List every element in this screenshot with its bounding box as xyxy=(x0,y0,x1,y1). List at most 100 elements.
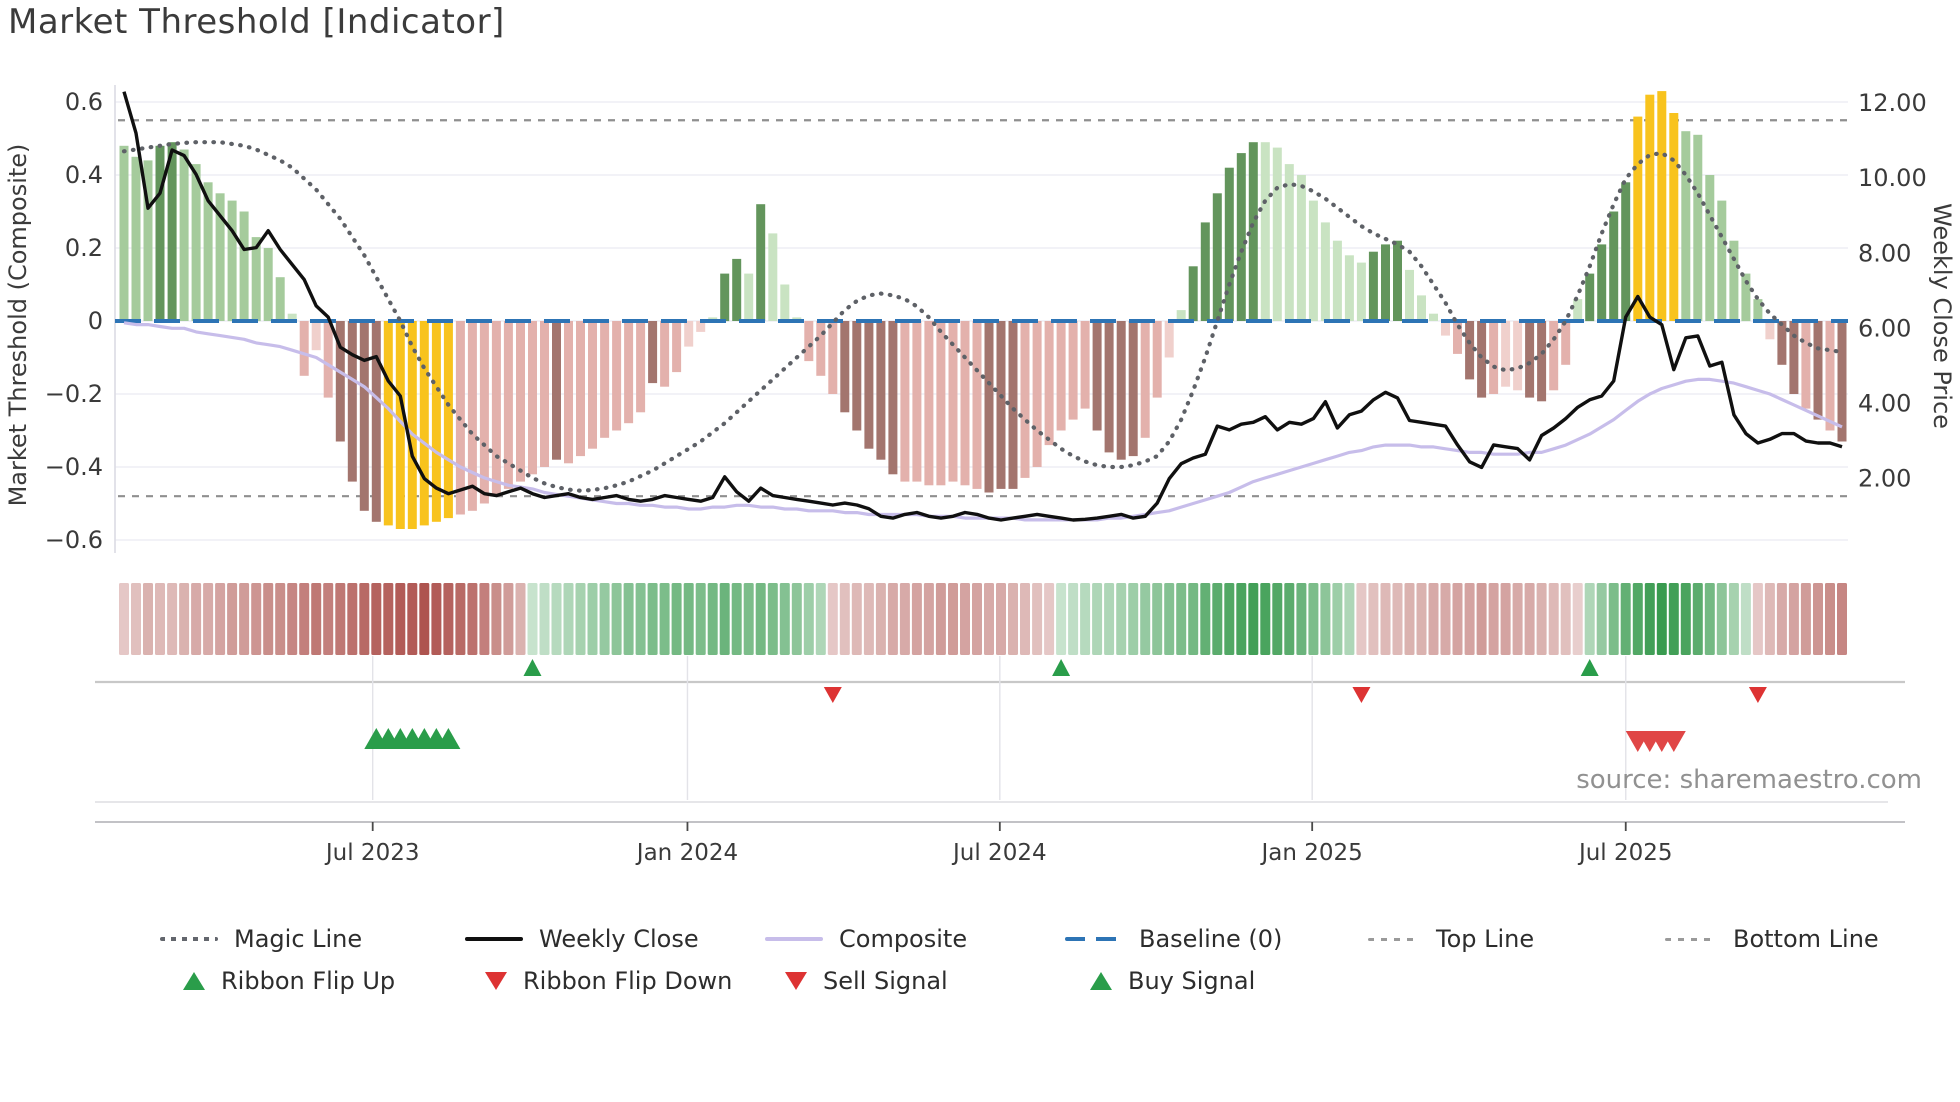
histogram-bar xyxy=(503,321,513,489)
ribbon-cell xyxy=(1764,583,1775,655)
ribbon-cell xyxy=(1044,583,1055,655)
line-sample-icon xyxy=(1665,937,1717,941)
ribbon-cell xyxy=(743,583,754,655)
histogram-bar xyxy=(1236,153,1246,321)
histogram-bar xyxy=(1116,321,1126,460)
ribbon-cell xyxy=(731,583,742,655)
ribbon-cell xyxy=(1464,583,1475,655)
left-tick-label: 0.4 xyxy=(65,161,103,189)
histogram-bar xyxy=(624,321,634,424)
histogram-bar xyxy=(383,321,393,526)
histogram-bar xyxy=(407,321,417,529)
ribbon-cell xyxy=(527,583,538,655)
line-sample-icon xyxy=(160,937,218,941)
histogram-bar xyxy=(1717,200,1727,322)
ribbon-cell xyxy=(719,583,730,655)
left-tick-label: 0.6 xyxy=(65,88,103,116)
ribbon-cell xyxy=(1560,583,1571,655)
ribbon-cell xyxy=(1776,583,1787,655)
ribbon-cell xyxy=(119,583,129,655)
ribbon-cell xyxy=(611,583,622,655)
left-tick-label: −0.6 xyxy=(45,526,103,554)
right-tick-label: 6.00 xyxy=(1858,314,1911,342)
ribbon-flip-down-marker xyxy=(1352,687,1371,703)
ribbon-cell xyxy=(575,583,586,655)
ribbon-cell xyxy=(923,583,934,655)
histogram-bar xyxy=(780,284,790,321)
ribbon-cell xyxy=(311,583,322,655)
ribbon-cell xyxy=(851,583,862,655)
ribbon-cell xyxy=(479,583,490,655)
histogram-bar xyxy=(1837,321,1847,442)
histogram-bar xyxy=(912,321,922,482)
histogram-bar xyxy=(1008,321,1018,489)
histogram-bar xyxy=(984,321,994,493)
histogram-bar xyxy=(672,321,682,373)
histogram-bar xyxy=(1561,321,1571,365)
ribbon-cell xyxy=(1176,583,1187,655)
ribbon-cell xyxy=(1452,583,1463,655)
histogram-bar xyxy=(948,321,958,482)
ribbon-cell xyxy=(1356,583,1367,655)
histogram-bar xyxy=(1140,321,1150,438)
ribbon-cell xyxy=(948,583,958,655)
tri-up-icon xyxy=(1090,972,1112,990)
histogram-bar xyxy=(155,145,165,321)
legend: Magic Line Weekly Close Composite Baseline … xyxy=(0,912,1960,1032)
ribbon-cell xyxy=(1752,583,1763,655)
ribbon-cell xyxy=(215,583,226,655)
ribbon-cell xyxy=(1272,583,1283,655)
ribbon-cell xyxy=(1548,583,1559,655)
ribbon-cell xyxy=(695,583,706,655)
histogram-bar xyxy=(1272,147,1282,321)
histogram-bar xyxy=(1020,321,1030,478)
ribbon-cell xyxy=(1308,583,1319,655)
histogram-bar xyxy=(1320,222,1330,321)
ribbon-cell xyxy=(911,583,922,655)
histogram-bar xyxy=(960,321,970,486)
histogram-bar xyxy=(1753,299,1763,321)
histogram-bar xyxy=(119,145,129,321)
histogram-bar xyxy=(1441,321,1450,336)
left-tick-label: −0.4 xyxy=(45,453,103,481)
right-tick-label: 10.00 xyxy=(1858,164,1927,192)
histogram-bar xyxy=(612,321,622,431)
histogram-bar xyxy=(479,321,489,504)
histogram-bar xyxy=(924,321,934,486)
histogram-bar xyxy=(996,321,1006,489)
histogram-bar xyxy=(1044,321,1054,446)
histogram-bar xyxy=(1332,240,1342,321)
histogram-bar xyxy=(1669,113,1679,321)
histogram-bar xyxy=(1453,321,1462,354)
histogram-bar xyxy=(1104,321,1114,453)
ribbon-cell xyxy=(1680,583,1691,655)
legend-label: Ribbon Flip Down xyxy=(523,967,733,995)
line-sample-icon xyxy=(765,937,823,941)
ribbon-cell xyxy=(275,583,286,655)
legend-label: Sell Signal xyxy=(823,967,948,995)
ribbon-flip-up-marker xyxy=(523,659,542,676)
histogram-bar xyxy=(1308,200,1318,322)
histogram-bar xyxy=(660,321,670,387)
histogram-bar xyxy=(1501,321,1511,387)
histogram-bar xyxy=(1260,142,1270,321)
histogram-bar xyxy=(876,321,886,460)
histogram-bar xyxy=(1068,321,1078,420)
ribbon-cell xyxy=(1404,583,1415,655)
histogram-bar xyxy=(203,182,213,321)
histogram-bar xyxy=(1080,321,1090,409)
ribbon-cell xyxy=(179,583,190,655)
histogram-bar xyxy=(852,321,862,431)
ribbon-cell xyxy=(1620,583,1631,655)
right-tick-label: 4.00 xyxy=(1858,390,1911,418)
ribbon-cell xyxy=(1476,583,1487,655)
ribbon-cell xyxy=(347,583,358,655)
ribbon-cell xyxy=(779,583,790,655)
histogram-bar xyxy=(1176,310,1186,321)
ribbon-flip-up-marker xyxy=(1052,659,1071,676)
ribbon-cell xyxy=(143,583,153,655)
histogram-bar xyxy=(1657,91,1667,321)
histogram-bar xyxy=(1537,321,1547,402)
